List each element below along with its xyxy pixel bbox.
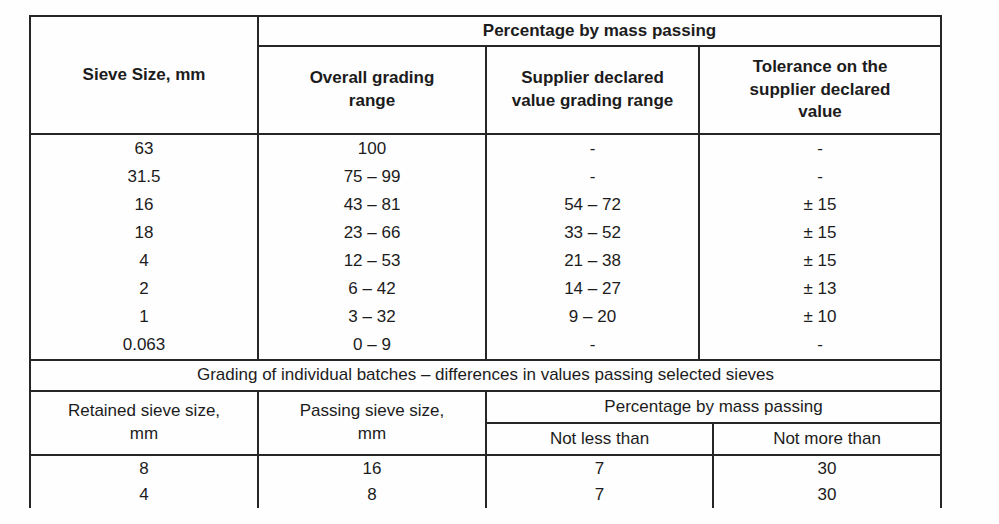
- table-cell: -: [699, 163, 941, 191]
- table-cell: ± 15: [699, 247, 941, 275]
- table-cell: 33 – 52: [486, 219, 699, 247]
- not-less-than-header: Not less than: [486, 423, 713, 455]
- table-row: 31.5 75 – 99 - -: [30, 163, 941, 191]
- percentage-by-mass-passing-header: Percentage by mass passing: [258, 16, 941, 46]
- passing-sieve-size-header: Passing sieve size, mm: [258, 391, 486, 455]
- table-cell: -: [486, 331, 699, 360]
- table-cell: 2: [30, 275, 258, 303]
- table-cell: -: [486, 134, 699, 163]
- table-cell: ± 10: [699, 303, 941, 331]
- grading-individual-batches-banner: Grading of individual batches – differen…: [30, 360, 941, 391]
- table-cell: 4: [30, 482, 258, 508]
- table-row: 1 3 – 32 9 – 20 ± 10: [30, 303, 941, 331]
- table-cell: 3 – 32: [258, 303, 486, 331]
- table-cell: ± 15: [699, 191, 941, 219]
- table-cell: 12 – 53: [258, 247, 486, 275]
- banner-row: Grading of individual batches – differen…: [30, 360, 941, 391]
- table-cell: 63: [30, 134, 258, 163]
- table-cell: -: [699, 331, 941, 360]
- sieve-size-header: Sieve Size, mm: [30, 16, 258, 134]
- table-cell: 31.5: [30, 163, 258, 191]
- table-row: 0.063 0 – 9 - -: [30, 331, 941, 360]
- table-cell: 9 – 20: [486, 303, 699, 331]
- table-cell: 7: [486, 482, 713, 508]
- table-cell: -: [699, 134, 941, 163]
- table-cell: 30: [713, 482, 941, 508]
- top-header-row-1: Sieve Size, mm Percentage by mass passin…: [30, 16, 941, 46]
- table-cell: 7: [486, 455, 713, 482]
- table-cell: 23 – 66: [258, 219, 486, 247]
- bottom-percentage-header: Percentage by mass passing: [486, 391, 941, 423]
- table-row: 18 23 – 66 33 – 52 ± 15: [30, 219, 941, 247]
- table-cell: 16: [258, 455, 486, 482]
- table-row: 16 43 – 81 54 – 72 ± 15: [30, 191, 941, 219]
- tolerance-header: Tolerance on the supplier declared value: [699, 46, 941, 134]
- overall-grading-range-header: Overall grading range: [258, 46, 486, 134]
- table-cell: 21 – 38: [486, 247, 699, 275]
- table-cell: ± 15: [699, 219, 941, 247]
- bottom-header-row-1: Retained sieve size, mm Passing sieve si…: [30, 391, 941, 423]
- table-cell: ± 13: [699, 275, 941, 303]
- table-cell: -: [486, 163, 699, 191]
- table-row: 4 12 – 53 21 – 38 ± 15: [30, 247, 941, 275]
- table-cell: 8: [30, 455, 258, 482]
- table-row: 63 100 - -: [30, 134, 941, 163]
- table-cell: 16: [30, 191, 258, 219]
- grading-table: Sieve Size, mm Percentage by mass passin…: [29, 15, 942, 508]
- table-row: 4 8 7 30: [30, 482, 941, 508]
- table-cell: 43 – 81: [258, 191, 486, 219]
- table-cell: 18: [30, 219, 258, 247]
- table-cell: 54 – 72: [486, 191, 699, 219]
- table-cell: 30: [713, 455, 941, 482]
- table-row: 8 16 7 30: [30, 455, 941, 482]
- table-row: 2 6 – 42 14 – 27 ± 13: [30, 275, 941, 303]
- table-cell: 4: [30, 247, 258, 275]
- table-cell: 1: [30, 303, 258, 331]
- table-cell: 6 – 42: [258, 275, 486, 303]
- table-cell: 8: [258, 482, 486, 508]
- document-page: Sieve Size, mm Percentage by mass passin…: [0, 0, 999, 524]
- table-cell: 100: [258, 134, 486, 163]
- retained-sieve-size-header: Retained sieve size, mm: [30, 391, 258, 455]
- table-cell: 0.063: [30, 331, 258, 360]
- supplier-declared-value-header: Supplier declared value grading range: [486, 46, 699, 134]
- table-cell: 0 – 9: [258, 331, 486, 360]
- table-cell: 75 – 99: [258, 163, 486, 191]
- not-more-than-header: Not more than: [713, 423, 941, 455]
- table-cell: 14 – 27: [486, 275, 699, 303]
